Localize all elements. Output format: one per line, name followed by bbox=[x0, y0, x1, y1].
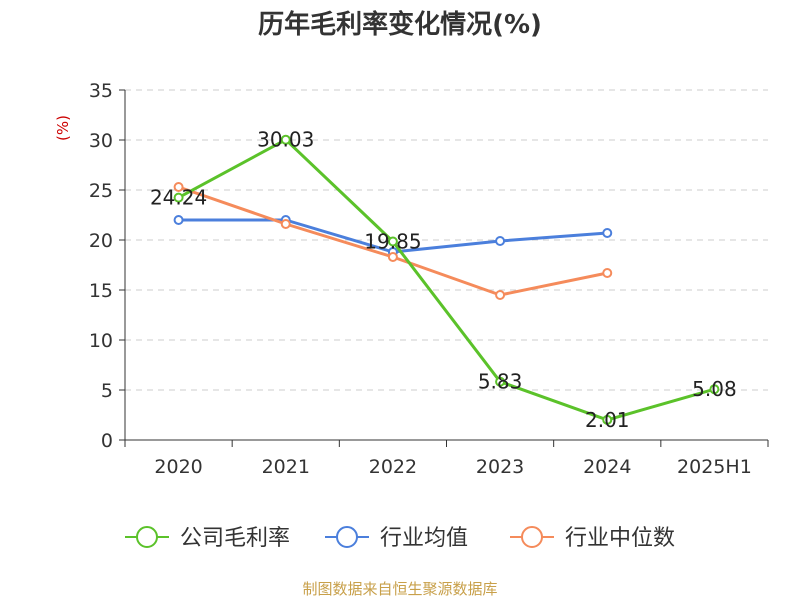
legend-label: 行业均值 bbox=[380, 526, 468, 551]
chart-title: 历年毛利率变化情况(%) bbox=[258, 10, 542, 40]
y-tick-label: 20 bbox=[89, 230, 113, 252]
y-tick-label: 15 bbox=[89, 280, 113, 302]
legend-marker bbox=[136, 526, 158, 548]
series-lines bbox=[173, 134, 720, 425]
data-label: 19.85 bbox=[364, 230, 421, 254]
data-labels: 24.24 30.03 19.85 5.83 2.01 5.08 bbox=[150, 128, 737, 432]
legend-marker bbox=[336, 526, 358, 548]
data-point bbox=[495, 290, 506, 300]
x-tick-label: 2023 bbox=[476, 456, 524, 478]
data-point bbox=[495, 376, 506, 387]
data-point bbox=[173, 215, 184, 225]
x-tick-label: 2024 bbox=[583, 456, 631, 478]
data-point bbox=[280, 219, 291, 229]
data-point bbox=[387, 236, 398, 247]
y-axis-label: (%) bbox=[54, 115, 72, 141]
y-tick-label: 0 bbox=[101, 430, 113, 452]
x-tick-label: 2021 bbox=[262, 456, 310, 478]
axes: 0 5 10 15 20 25 30 35 2020 2021 2022 2023 2024 2025H1 bbox=[89, 80, 769, 478]
legend-label: 公司毛利率 bbox=[180, 526, 290, 551]
data-point bbox=[495, 236, 506, 246]
series-line bbox=[177, 138, 715, 422]
data-point bbox=[173, 192, 184, 203]
data-point bbox=[173, 182, 184, 192]
data-label: 24.24 bbox=[150, 186, 207, 210]
data-label: 5.08 bbox=[692, 377, 737, 401]
source-note: 制图数据来自恒生聚源数据库 bbox=[302, 580, 498, 598]
data-point bbox=[387, 252, 398, 262]
legend: 公司毛利率 行业均值 行业中位数 bbox=[125, 526, 675, 551]
grid-lines bbox=[125, 89, 768, 391]
data-point bbox=[602, 414, 613, 425]
y-tick-label: 35 bbox=[89, 80, 113, 102]
legend-marker bbox=[521, 526, 543, 548]
x-tick-label: 2022 bbox=[369, 456, 417, 478]
data-label: 5.83 bbox=[478, 370, 523, 394]
y-tick-label: 25 bbox=[89, 180, 113, 202]
x-tick-label: 2020 bbox=[154, 456, 202, 478]
data-point bbox=[602, 228, 613, 238]
x-tick-label: 2025H1 bbox=[677, 456, 752, 478]
data-point bbox=[602, 268, 613, 278]
y-tick-label: 30 bbox=[89, 130, 113, 152]
data-point bbox=[280, 134, 291, 145]
data-label: 30.03 bbox=[257, 128, 314, 152]
y-tick-label: 5 bbox=[101, 380, 113, 402]
y-tick-label: 10 bbox=[89, 330, 113, 352]
legend-label: 行业中位数 bbox=[565, 526, 675, 551]
data-label: 2.01 bbox=[585, 408, 630, 432]
data-point bbox=[709, 384, 720, 395]
